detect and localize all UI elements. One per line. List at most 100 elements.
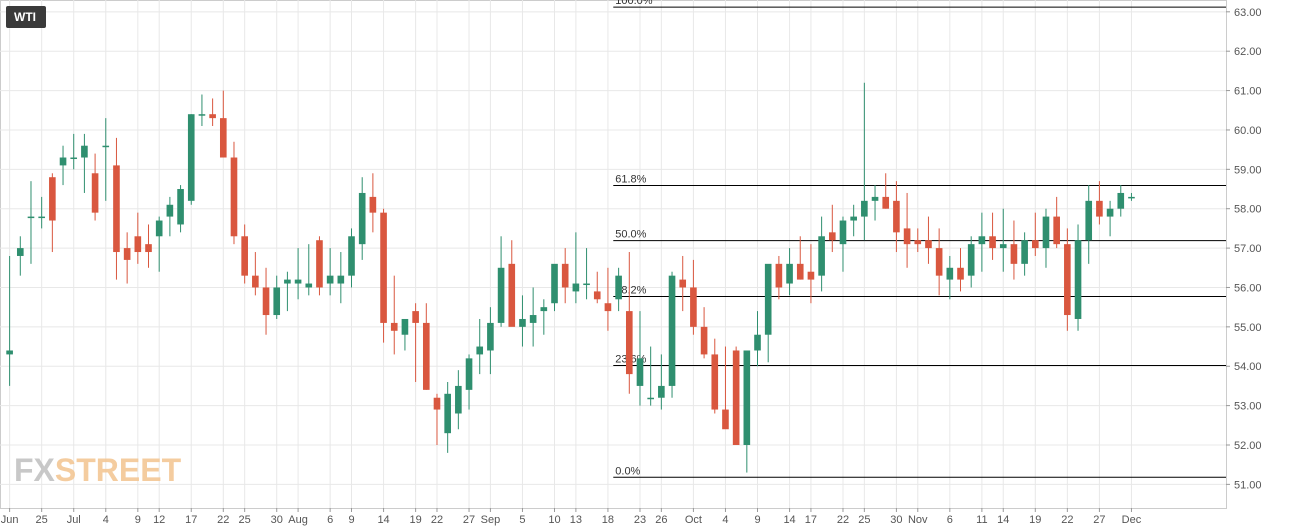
x-tick-label: Nov (908, 514, 928, 526)
y-tick-label: 53.00 (1234, 401, 1262, 413)
x-tick-label: 22 (217, 514, 229, 526)
candle-body-up (70, 157, 78, 160)
candle-body-up (978, 236, 986, 245)
fib-level-label: 61.8% (615, 173, 646, 185)
candle-body-down (775, 263, 783, 288)
candle-body-down (123, 248, 131, 260)
candle-body-up (487, 322, 494, 351)
candle-body-up (647, 397, 654, 400)
candle-body-up (946, 267, 954, 280)
x-tick-label: 23 (634, 514, 646, 526)
x-tick-label: 27 (463, 514, 475, 526)
candle-body-up (754, 334, 761, 351)
candle-body-up (636, 358, 644, 386)
x-tick-label: 14 (997, 514, 1009, 526)
x-tick-label: 10 (548, 514, 560, 526)
candle-body-up (764, 263, 772, 335)
candle-body-up (967, 244, 975, 276)
candle-body-down (422, 322, 430, 390)
candle-body-down (230, 157, 238, 237)
plot-frame (0, 0, 1227, 509)
candle-body-up (198, 114, 206, 116)
candle-body-up (476, 346, 484, 355)
x-tick-label: Jul (67, 514, 81, 526)
candle-body-up (572, 283, 580, 292)
candle-body-down (690, 287, 697, 327)
candle-body-down (49, 177, 56, 221)
x-tick-label: 25 (36, 514, 48, 526)
x-tick-label: Jun (1, 514, 19, 526)
x-tick-label: 25 (239, 514, 251, 526)
x-tick-label: 5 (519, 514, 525, 526)
y-tick-label: 52.00 (1234, 440, 1262, 452)
candle-body-up (540, 307, 548, 312)
candle-body-up (337, 275, 345, 284)
x-tick-label: 19 (1029, 514, 1041, 526)
candle-body-down (957, 267, 964, 280)
candle-body-down (893, 200, 900, 233)
candle-body-down (807, 271, 815, 280)
candle-body-up (850, 216, 857, 221)
y-tick-label: 58.00 (1234, 204, 1262, 216)
candle-body-up (273, 287, 281, 316)
fib-level-label: 100.0% (615, 0, 653, 7)
y-tick-label: 60.00 (1234, 125, 1262, 137)
fib-level-label: 0.0% (615, 465, 640, 477)
candle-body-up (1085, 200, 1093, 241)
candle-body-up (1106, 208, 1114, 217)
candle-body-down (561, 263, 569, 288)
candle-body-down (625, 311, 633, 375)
candle-body-up (786, 263, 793, 284)
candle-body-down (722, 409, 729, 430)
candle-body-up (455, 385, 462, 414)
candle-body-down (134, 236, 142, 253)
watermark-fx: FX (14, 452, 55, 488)
candle-body-up (818, 236, 825, 276)
candle-body-down (219, 118, 227, 158)
y-tick-label: 54.00 (1234, 361, 1262, 373)
candle-body-down (316, 240, 323, 288)
candle-body-down (903, 228, 911, 245)
symbol-label: WTI (6, 6, 46, 28)
candle-body-up (519, 318, 526, 327)
x-tick-label: 9 (135, 514, 141, 526)
x-tick-label: Oct (685, 514, 702, 526)
y-tick-label: 59.00 (1234, 164, 1262, 176)
x-tick-label: 25 (858, 514, 870, 526)
candle-body-down (262, 287, 270, 316)
x-tick-label: 18 (602, 514, 614, 526)
candle-body-up (326, 275, 334, 284)
candle-body-up (27, 216, 35, 219)
candle-body-down (1096, 200, 1103, 217)
x-tick-label: 12 (153, 514, 165, 526)
candle-body-down (989, 236, 996, 249)
y-tick-label: 57.00 (1234, 243, 1262, 255)
y-tick-label: 62.00 (1234, 46, 1262, 58)
x-tick-label: 22 (431, 514, 443, 526)
candle-body-down (369, 196, 377, 213)
y-tick-label: 61.00 (1234, 86, 1262, 98)
x-tick-label: 13 (570, 514, 582, 526)
candle-body-down (1010, 244, 1018, 264)
candle-body-up (465, 358, 473, 390)
candle-body-up (59, 157, 67, 166)
candle-body-up (839, 220, 847, 245)
x-tick-label: 19 (409, 514, 421, 526)
candle-body-up (615, 275, 622, 300)
x-tick-label: Dec (1122, 514, 1142, 526)
candle-body-up (1042, 216, 1050, 249)
candle-body-up (743, 350, 751, 445)
x-tick-label: 6 (947, 514, 953, 526)
candle-body-down (828, 232, 836, 241)
candle-body-down (380, 212, 387, 323)
candle-body-down (209, 114, 216, 119)
candle-body-up (999, 244, 1007, 249)
y-tick-label: 56.00 (1234, 282, 1262, 294)
candle-body-down (252, 275, 259, 288)
candle-body-down (390, 322, 398, 331)
candle-body-up (16, 248, 24, 256)
x-tick-label: 9 (754, 514, 760, 526)
candle-body-up (401, 318, 409, 335)
candle-body-up (861, 200, 868, 217)
